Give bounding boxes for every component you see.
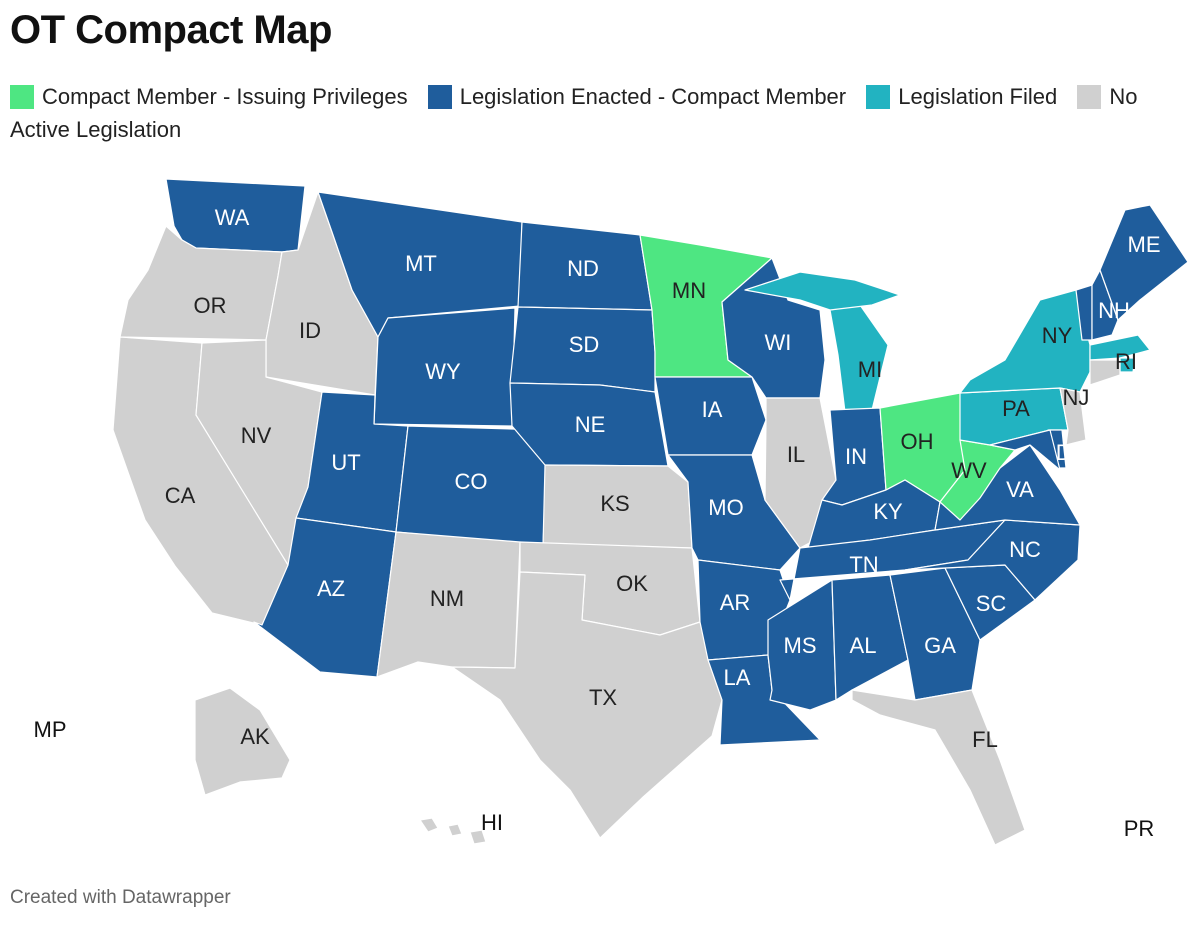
state-nh[interactable]	[1091, 269, 1119, 341]
state-label-mt: MT	[405, 251, 437, 276]
state-label-ks: KS	[600, 491, 629, 516]
state-label-tn: TN	[849, 552, 878, 577]
state-label-tx: TX	[589, 685, 617, 710]
state-label-il: IL	[787, 442, 805, 467]
state-wy[interactable]	[373, 307, 516, 427]
state-label-ca: CA	[165, 483, 196, 508]
legend: Compact Member - Issuing Privileges Legi…	[10, 80, 1190, 146]
legend-swatch-none	[1077, 85, 1102, 109]
legend-item-issuing: Compact Member - Issuing Privileges	[10, 84, 408, 109]
state-label-ne: NE	[575, 412, 606, 437]
state-label-co: CO	[455, 469, 488, 494]
state-ak[interactable]	[194, 687, 291, 796]
state-ma[interactable]	[1089, 334, 1151, 361]
state-nc[interactable]	[904, 519, 1081, 601]
us-map-svg: WA OR CA ID NV MT WY UT CO AZ NM ND SD NE KS OK TX MN IA MO…	[34, 178, 1189, 846]
state-hi[interactable]	[419, 817, 487, 845]
legend-item-enacted: Legislation Enacted - Compact Member	[427, 84, 847, 109]
state-label-wa: WA	[215, 205, 250, 230]
state-label-pa: PA	[1002, 396, 1030, 421]
state-label-nc: NC	[1009, 537, 1041, 562]
state-label-oh: OH	[901, 429, 934, 454]
state-label-sc: SC	[976, 591, 1007, 616]
legend-label-filed: Legislation Filed	[898, 84, 1058, 109]
state-label-mp: MP	[34, 717, 67, 742]
state-label-ok: OK	[616, 571, 648, 596]
state-label-mi: MI	[858, 357, 882, 382]
legend-item-filed: Legislation Filed	[866, 84, 1057, 109]
state-label-wi: WI	[765, 330, 792, 355]
state-label-pr: PR	[1124, 816, 1155, 841]
state-il[interactable]	[764, 397, 837, 549]
state-label-hi: HI	[481, 810, 503, 835]
state-label-ny: NY	[1042, 323, 1073, 348]
state-label-nv: NV	[241, 423, 272, 448]
state-label-la: LA	[724, 665, 751, 690]
state-label-ak: AK	[240, 724, 270, 749]
state-ct[interactable]	[1089, 359, 1121, 386]
state-tx[interactable]	[451, 571, 723, 839]
state-mi-upper[interactable]	[744, 271, 901, 311]
state-label-ms: MS	[784, 633, 817, 658]
state-label-nj: NJ	[1063, 385, 1090, 410]
state-label-mo: MO	[708, 495, 743, 520]
state-label-ia: IA	[702, 397, 723, 422]
state-label-fl: FL	[972, 727, 998, 752]
state-label-ga: GA	[924, 633, 956, 658]
state-label-de: DE	[1056, 440, 1087, 465]
footer-credit: Created with Datawrapper	[10, 887, 231, 908]
state-label-wv: WV	[951, 458, 987, 483]
state-label-in: IN	[845, 444, 867, 469]
state-label-ri: RI	[1115, 349, 1137, 374]
state-me[interactable]	[1099, 204, 1189, 321]
state-label-nm: NM	[430, 586, 464, 611]
state-label-sd: SD	[569, 332, 600, 357]
state-label-nd: ND	[567, 256, 599, 281]
state-label-mn: MN	[672, 278, 706, 303]
legend-swatch-filed	[866, 85, 891, 109]
us-map: WA OR CA ID NV MT WY UT CO AZ NM ND SD NE KS OK TX MN IA MO…	[0, 160, 1200, 880]
state-al[interactable]	[831, 574, 909, 701]
state-label-nh: NH	[1098, 298, 1130, 323]
state-label-al: AL	[850, 633, 877, 658]
legend-swatch-issuing	[10, 85, 34, 109]
state-label-or: OR	[194, 293, 227, 318]
state-label-az: AZ	[317, 576, 345, 601]
state-label-id: ID	[299, 318, 321, 343]
state-nj[interactable]	[1059, 387, 1087, 446]
state-md[interactable]	[989, 429, 1061, 471]
map-title: OT Compact Map	[10, 8, 332, 52]
state-label-ar: AR	[720, 590, 751, 615]
state-label-ky: KY	[873, 499, 903, 524]
state-va[interactable]	[934, 444, 1081, 531]
legend-label-enacted: Legislation Enacted - Compact Member	[459, 84, 847, 109]
legend-label-none: No Active Legislation	[10, 84, 1138, 142]
state-fl[interactable]	[851, 689, 1026, 846]
state-label-me: ME	[1128, 232, 1161, 257]
state-label-va: VA	[1006, 477, 1034, 502]
legend-item-none: No Active Legislation	[10, 84, 1137, 142]
legend-label-issuing: Compact Member - Issuing Privileges	[42, 84, 408, 109]
state-ia[interactable]	[654, 376, 767, 456]
state-label-wy: WY	[425, 359, 461, 384]
legend-swatch-enacted	[427, 85, 452, 109]
state-label-ut: UT	[331, 450, 360, 475]
